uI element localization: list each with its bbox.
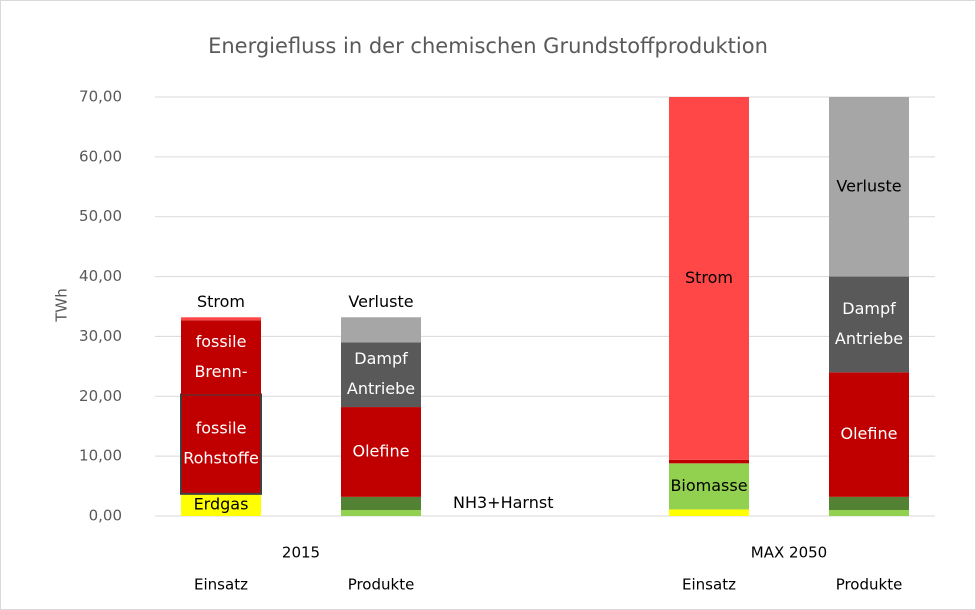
segment-label: Rohstoffe xyxy=(183,449,259,468)
segment-label: Strom xyxy=(197,292,245,311)
bar-segment xyxy=(341,342,421,408)
y-tick-label: 0,00 xyxy=(89,507,122,525)
bar-segment xyxy=(181,317,261,321)
bar-segment xyxy=(181,493,261,516)
group-label: 2015 xyxy=(282,544,320,562)
segment-label: Verluste xyxy=(348,292,413,311)
bar-segment xyxy=(341,317,421,343)
chart-title: Energiefluss in der chemischen Grundstof… xyxy=(208,34,768,58)
segment-label: Antriebe xyxy=(347,379,415,398)
segment-label: Dampf xyxy=(354,349,408,368)
bar-segment xyxy=(180,393,262,495)
y-tick-label: 10,00 xyxy=(79,447,122,465)
x-tick-label: Einsatz xyxy=(194,576,248,594)
segment-label: Olefine xyxy=(353,441,410,460)
bar-segment xyxy=(669,97,749,460)
bar-segment xyxy=(829,276,909,373)
segment-label: Olefine xyxy=(841,424,898,443)
segment-label: Biomasse xyxy=(670,476,747,495)
segment-label: Dampf xyxy=(842,299,896,318)
segment-label: Strom xyxy=(685,268,733,287)
segment-label: Erdgas xyxy=(194,494,249,513)
bar-segment xyxy=(669,509,749,516)
y-tick-label: 20,00 xyxy=(79,387,122,405)
bar-segment xyxy=(341,510,421,516)
segment-label: NH3+Harnst xyxy=(453,493,553,512)
bar-segment xyxy=(341,407,421,497)
segment-label: fossile xyxy=(196,419,247,438)
segment-label: Brenn- xyxy=(194,362,247,381)
bar-segment xyxy=(341,496,421,511)
bar-segment xyxy=(669,459,749,464)
x-tick-label: Produkte xyxy=(836,576,903,594)
group-label: MAX 2050 xyxy=(751,544,827,562)
bar-segment xyxy=(829,496,909,511)
bar-segment xyxy=(829,97,909,277)
y-tick-label: 40,00 xyxy=(79,267,122,285)
segment-label: fossile xyxy=(196,332,247,351)
bar-segment xyxy=(829,372,909,497)
bar-segment xyxy=(181,320,261,395)
segment-label: Verluste xyxy=(836,176,901,195)
y-axis-label: TWh xyxy=(53,288,71,323)
segment-label: Antriebe xyxy=(835,329,903,348)
y-tick-label: 50,00 xyxy=(79,207,122,225)
bar-segment xyxy=(829,510,909,516)
y-tick-label: 70,00 xyxy=(79,88,122,106)
y-tick-label: 60,00 xyxy=(79,147,122,165)
bar-segment xyxy=(669,463,749,510)
y-tick-label: 30,00 xyxy=(79,327,122,345)
x-tick-label: Einsatz xyxy=(682,576,736,594)
x-tick-label: Produkte xyxy=(348,576,415,594)
